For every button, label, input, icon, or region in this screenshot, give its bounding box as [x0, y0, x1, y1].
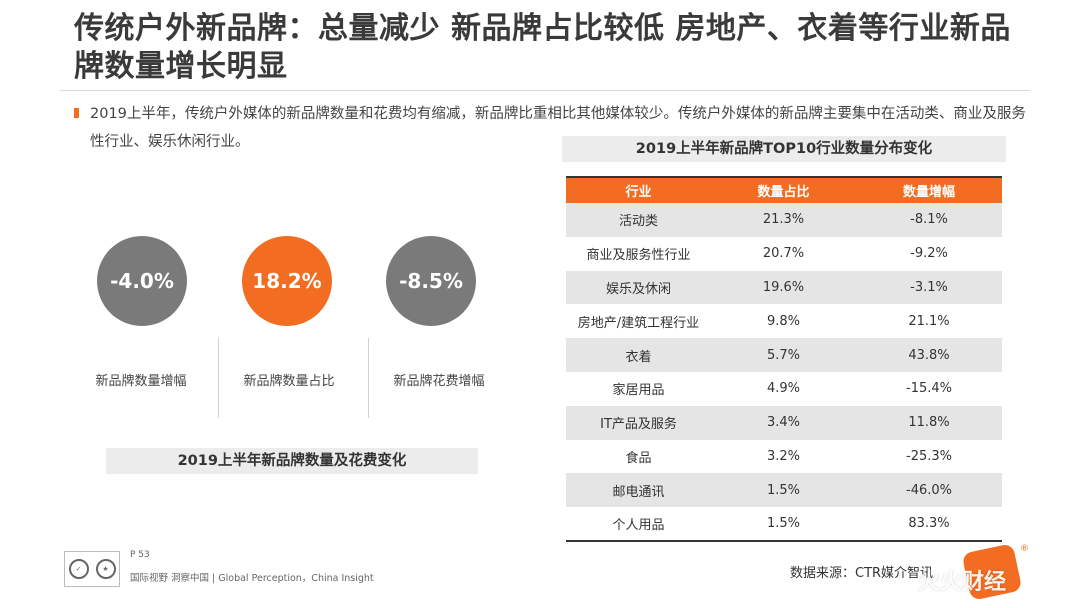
cell-share: 3.2%: [711, 439, 856, 474]
cell-share: 20.7%: [711, 236, 856, 271]
cell-share: 4.9%: [711, 371, 856, 406]
table-row: 商业及服务性行业 20.7% -9.2%: [566, 236, 1002, 271]
table-header-row: 行业 数量占比 数量增幅: [566, 176, 1002, 203]
cell-industry: 活动类: [566, 203, 711, 237]
cell-industry: 娱乐及休闲: [566, 270, 711, 305]
header-growth: 数量增幅: [856, 176, 1002, 203]
cell-growth: -46.0%: [856, 473, 1002, 508]
cell-industry: 邮电通讯: [566, 473, 711, 508]
footer-tagline: 国际视野 洞察中国 | Global Perception，China Insi…: [130, 573, 374, 584]
table-row: IT产品及服务 3.4% 11.8%: [566, 405, 1002, 440]
cell-industry: 商业及服务性行业: [566, 236, 711, 271]
cell-industry: 衣着: [566, 338, 711, 372]
intro-text: 2019上半年，传统户外媒体的新品牌数量和花费均有缩减，新品牌比重相比其他媒体较…: [90, 106, 1026, 150]
cell-growth: -3.1%: [856, 270, 1002, 305]
cell-growth: 11.8%: [856, 405, 1002, 440]
metric-circle-count-growth: -4.0%: [97, 236, 187, 326]
cell-share: 19.6%: [711, 270, 856, 305]
metric-label-count-growth: 新品牌数量增幅: [95, 374, 187, 389]
cell-growth: -8.1%: [856, 203, 1002, 237]
vertical-divider: [218, 338, 219, 418]
cell-share: 3.4%: [711, 405, 856, 440]
metric-label-spend-growth: 新品牌花费增幅: [393, 374, 485, 389]
table-row: 食品 3.2% -25.3%: [566, 439, 1002, 474]
metric-label-count-share: 新品牌数量占比: [243, 374, 335, 389]
cell-growth: -9.2%: [856, 236, 1002, 271]
cell-industry: 食品: [566, 439, 711, 474]
cell-growth: 21.1%: [856, 304, 1002, 339]
registered-mark: ®: [1020, 544, 1029, 554]
page-number: P 53: [130, 550, 150, 560]
cell-growth: 43.8%: [856, 338, 1002, 372]
page-title: 传统户外新品牌：总量减少 新品牌占比较低 房地产、衣着等行业新品牌数量增长明显: [74, 11, 1011, 84]
table-caption: 2019上半年新品牌TOP10行业数量分布变化: [562, 136, 1006, 162]
cell-share: 9.8%: [711, 304, 856, 339]
table-row: 个人用品 1.5% 83.3%: [566, 507, 1002, 542]
vertical-divider: [368, 338, 369, 418]
certification-seal-icon: ✓: [68, 559, 89, 579]
header-share: 数量占比: [711, 176, 856, 203]
metric-circle-count-share: 18.2%: [242, 236, 332, 326]
cell-share: 21.3%: [711, 203, 856, 237]
industry-table: 行业 数量占比 数量增幅 活动类 21.3% -8.1% 商业及服务性行业 20.7%…: [566, 176, 1002, 542]
table-row: 娱乐及休闲 19.6% -3.1%: [566, 270, 1002, 305]
metric-circle-spend-growth: -8.5%: [386, 236, 476, 326]
corner-watermark: 火火财经: [918, 570, 1007, 595]
table-row: 衣着 5.7% 43.8%: [566, 338, 1002, 372]
cell-share: 5.7%: [711, 338, 856, 372]
cell-industry: 家居用品: [566, 371, 711, 406]
bullet-marker: [74, 108, 79, 118]
cell-growth: -15.4%: [856, 371, 1002, 406]
cell-industry: 房地产/建筑工程行业: [566, 304, 711, 339]
table-row: 活动类 21.3% -8.1%: [566, 203, 1002, 237]
cell-growth: -25.3%: [856, 439, 1002, 474]
table-row: 房地产/建筑工程行业 9.8% 21.1%: [566, 304, 1002, 339]
cell-share: 1.5%: [711, 473, 856, 508]
cell-share: 1.5%: [711, 507, 856, 542]
cell-industry: IT产品及服务: [566, 405, 711, 440]
cell-industry: 个人用品: [566, 507, 711, 542]
left-caption: 2019上半年新品牌数量及花费变化: [106, 448, 478, 474]
table-row: 家居用品 4.9% -15.4%: [566, 371, 1002, 406]
table-row: 邮电通讯 1.5% -46.0%: [566, 473, 1002, 508]
award-seal-icon: ★: [95, 559, 116, 579]
title-divider: [60, 90, 1030, 91]
header-industry: 行业: [566, 176, 711, 203]
certification-badges: ✓ ★: [64, 551, 120, 587]
data-source: 数据来源：CTR媒介智讯: [790, 566, 934, 581]
cell-growth: 83.3%: [856, 507, 1002, 542]
